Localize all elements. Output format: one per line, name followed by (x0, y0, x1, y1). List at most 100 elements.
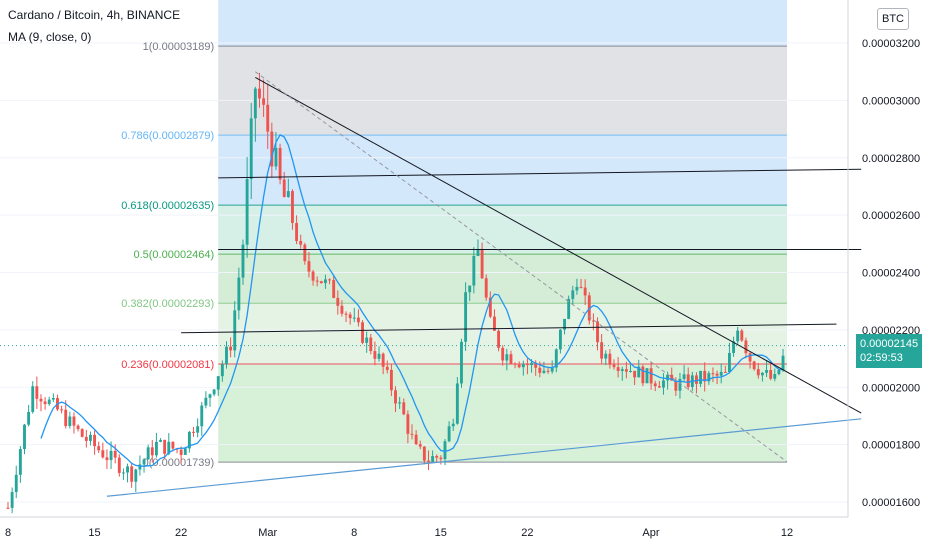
candle-body-73 (307, 261, 311, 272)
candle-body-11 (51, 398, 55, 400)
candle-body-136 (567, 298, 571, 319)
candle-body-177 (736, 330, 740, 342)
candle-body-130 (542, 370, 546, 373)
candle-body-103 (431, 456, 435, 462)
candle-body-71 (299, 240, 303, 245)
candle-body-50 (212, 389, 216, 395)
candle-body-182 (756, 369, 760, 376)
candle-body-183 (760, 372, 764, 376)
rising-support-line (106, 418, 862, 497)
candle-body-75 (315, 280, 319, 282)
candle-body-95 (398, 402, 402, 404)
candle-body-27 (117, 457, 121, 473)
x-tick-label-4: 8 (351, 527, 357, 539)
candle-body-125 (521, 363, 525, 368)
downtrend-line (255, 76, 862, 414)
candle-body-4 (23, 424, 26, 450)
candle-body-155 (645, 368, 649, 384)
currency-badge[interactable]: BTC (877, 8, 909, 30)
candle-body-186 (773, 374, 777, 379)
candle-body-150 (624, 369, 628, 372)
candle-body-22 (97, 446, 101, 451)
candle-body-63 (266, 104, 270, 132)
candle-body-179 (744, 340, 748, 354)
candle-body-3 (18, 449, 22, 475)
candle-body-66 (278, 147, 282, 180)
x-tick-label-2: 22 (175, 527, 187, 539)
candle-body-96 (402, 402, 406, 415)
candle-body-131 (546, 370, 550, 372)
support-line (181, 323, 837, 334)
candle-body-110 (460, 341, 463, 384)
candle-body-123 (513, 363, 517, 365)
candle-body-5 (27, 411, 31, 425)
candle-body-17 (76, 425, 80, 430)
candle-body-122 (509, 354, 513, 364)
candle-body-172 (715, 373, 719, 376)
candle-body-184 (765, 370, 768, 373)
candle-body-127 (530, 362, 534, 366)
fib-zone-1 (218, 135, 787, 206)
last-price-tag: 0.00002145 02:59:53 (856, 334, 922, 368)
x-tick-label-6: 22 (521, 527, 533, 539)
candle-body-109 (455, 383, 459, 424)
y-tick-label-5: 0.00002200 (862, 325, 920, 337)
candle-body-10 (47, 399, 51, 405)
last-price: 0.00002145 (860, 338, 919, 350)
candle-body-152 (633, 370, 637, 378)
candle-body-159 (662, 380, 665, 388)
candle-body-100 (418, 444, 422, 447)
candle-body-145 (604, 353, 608, 359)
candle-body-129 (538, 367, 542, 373)
candle-body-169 (703, 370, 707, 382)
candle-body-143 (596, 321, 599, 343)
fib-label-4: 0.382(0.00002293) (121, 298, 214, 310)
candle-body-99 (414, 434, 418, 445)
candle-body-149 (620, 369, 624, 372)
fib-label-3: 0.5(0.00002464) (133, 249, 214, 261)
candle-body-147 (612, 364, 616, 368)
fib-zone-top (218, 0, 787, 47)
candle-body-174 (723, 371, 727, 373)
candle-body-158 (657, 386, 661, 388)
x-tick-label-1: 15 (88, 527, 100, 539)
candle-body-59 (249, 118, 253, 180)
candle-body-46 (196, 426, 200, 433)
candle-body-47 (200, 405, 204, 427)
candle-body-78 (328, 279, 331, 281)
candle-body-107 (447, 426, 451, 442)
candle-body-148 (616, 367, 620, 372)
fib-diagonal (255, 71, 788, 463)
candle-body-153 (637, 366, 641, 378)
candle-body-40 (171, 441, 175, 449)
candle-body-98 (410, 433, 414, 435)
y-tick-label-3: 0.00002600 (862, 210, 920, 222)
candle-body-55 (233, 310, 237, 351)
candle-body-51 (216, 376, 220, 390)
indicator-label[interactable]: MA (9, close, 0) (8, 30, 92, 44)
candle-body-42 (179, 449, 183, 455)
candle-body-178 (740, 330, 744, 341)
candle-body-173 (719, 371, 723, 376)
candle-body-18 (80, 429, 84, 437)
candle-body-79 (332, 280, 336, 298)
y-tick-label-7: 0.00001800 (862, 440, 920, 452)
candle-body-160 (666, 374, 670, 381)
candle-body-14 (64, 409, 68, 427)
fib-zone-3 (218, 254, 787, 304)
candle-body-119 (497, 330, 501, 348)
candle-body-7 (35, 386, 39, 399)
chart-title: Cardano / Bitcoin, 4h, BINANCE (8, 8, 181, 22)
candle-body-57 (241, 244, 245, 278)
candle-body-83 (348, 314, 352, 319)
candle-body-76 (319, 281, 323, 284)
candle-body-69 (291, 191, 294, 223)
candle-body-157 (653, 383, 657, 387)
candle-body-97 (406, 414, 410, 434)
candle-body-70 (295, 222, 299, 241)
candle-body-87 (365, 337, 369, 343)
candle-body-90 (377, 353, 381, 359)
candle-body-67 (282, 179, 286, 197)
candle-body-60 (253, 88, 257, 119)
